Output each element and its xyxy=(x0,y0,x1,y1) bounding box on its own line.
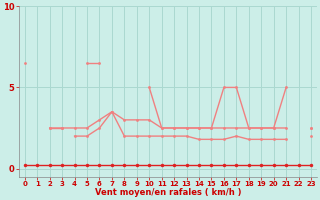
X-axis label: Vent moyen/en rafales ( km/h ): Vent moyen/en rafales ( km/h ) xyxy=(95,188,241,197)
